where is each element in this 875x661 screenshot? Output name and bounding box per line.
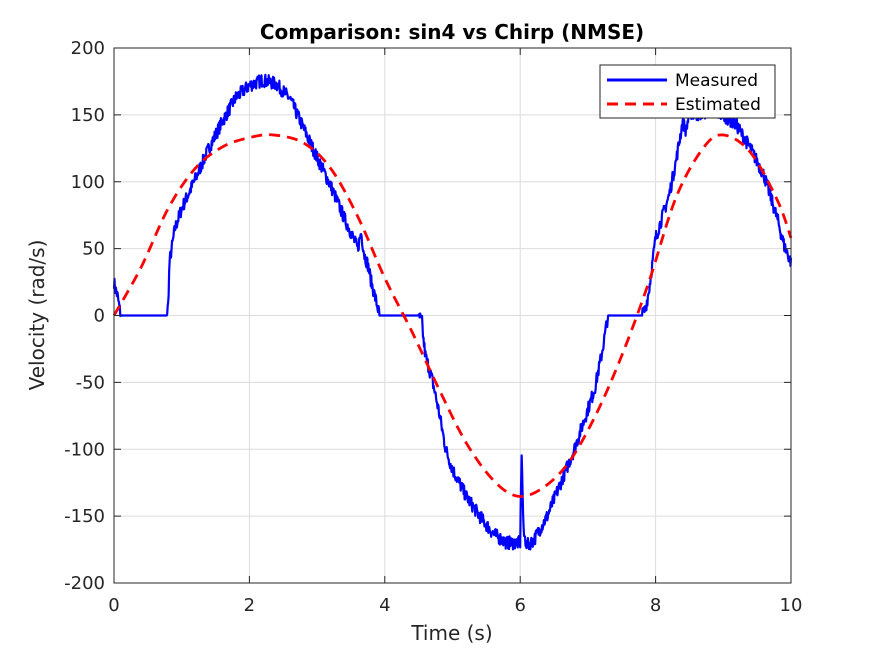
x-axis-label: Time (s) <box>410 621 492 645</box>
x-tick-label: 8 <box>650 595 661 616</box>
legend: Measured Estimated <box>599 64 776 119</box>
x-tick-label: 6 <box>514 595 525 616</box>
y-tick-label: 100 <box>71 172 105 193</box>
y-tick-label: -100 <box>64 439 105 460</box>
y-tick-label: 150 <box>71 105 105 126</box>
x-tick-label: 2 <box>244 595 255 616</box>
series-line-measured <box>112 73 793 551</box>
y-tick-label: -150 <box>64 506 105 527</box>
y-axis-label: Velocity (rad/s) <box>25 240 49 391</box>
legend-label-estimated: Estimated <box>675 95 761 115</box>
chart-title: Comparison: sin4 vs Chirp (NMSE) <box>260 20 644 44</box>
ticks: 0 2 4 6 8 10 -200 -150 -100 -50 0 50 100 150 200 <box>64 38 802 616</box>
x-tick-label: 10 <box>780 595 803 616</box>
x-tick-label: 4 <box>379 595 390 616</box>
series-line-estimated <box>112 133 793 498</box>
y-tick-label: 200 <box>71 38 105 59</box>
y-tick-label: 50 <box>82 239 105 260</box>
y-tick-label: 0 <box>94 306 105 327</box>
legend-label-measured: Measured <box>675 71 758 91</box>
legend-box <box>599 64 776 119</box>
y-tick-label: -50 <box>76 372 105 393</box>
y-tick-label: -200 <box>64 573 105 594</box>
x-tick-label: 0 <box>108 595 119 616</box>
series-layer <box>112 73 793 551</box>
